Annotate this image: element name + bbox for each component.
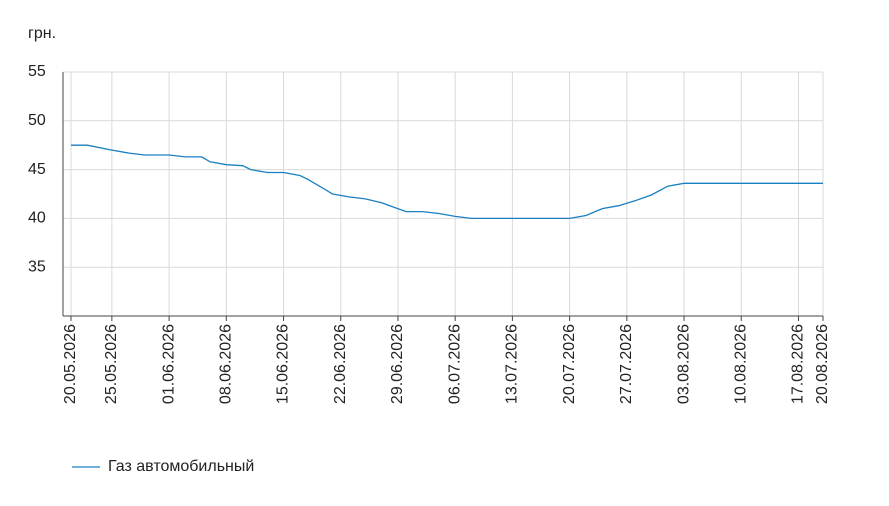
data-line bbox=[71, 144, 823, 220]
x-tick-label: 20.08.2026 bbox=[814, 324, 831, 404]
x-tick-label: 20.05.2026 bbox=[62, 324, 79, 404]
x-tick-label: 22.06.2026 bbox=[332, 324, 349, 404]
x-tick-label: 15.06.2026 bbox=[275, 324, 292, 404]
x-tick-label: 01.06.2026 bbox=[160, 324, 177, 404]
x-tick-label: 29.06.2026 bbox=[389, 324, 406, 404]
y-axis-unit: грн. bbox=[28, 25, 56, 42]
y-tick-label: 45 bbox=[28, 161, 46, 178]
x-tick-label: 03.08.2026 bbox=[675, 324, 692, 404]
x-tick-label: 17.08.2026 bbox=[790, 324, 807, 404]
x-tick-label: 27.07.2026 bbox=[618, 324, 635, 404]
x-tick-label: 08.06.2026 bbox=[218, 324, 235, 404]
y-tick-label: 50 bbox=[28, 112, 46, 129]
x-tick-label: 10.08.2026 bbox=[732, 324, 749, 404]
x-tick-label: 20.07.2026 bbox=[561, 324, 578, 404]
x-tick-label: 25.05.2026 bbox=[103, 324, 120, 404]
x-tick-label: 13.07.2026 bbox=[504, 324, 521, 404]
legend-label: Газ автомобильный bbox=[108, 458, 254, 475]
y-tick-label: 35 bbox=[28, 258, 46, 275]
y-tick-label: 55 bbox=[28, 63, 46, 80]
y-tick-label: 40 bbox=[28, 210, 46, 227]
x-tick-label: 06.07.2026 bbox=[446, 324, 463, 404]
